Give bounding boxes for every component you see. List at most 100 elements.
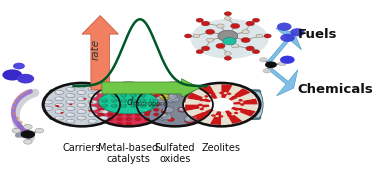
Circle shape [98, 108, 104, 111]
Circle shape [88, 110, 91, 112]
Circle shape [144, 118, 150, 121]
Circle shape [132, 94, 134, 95]
Circle shape [160, 100, 163, 102]
Circle shape [135, 82, 214, 127]
Text: Carriers: Carriers [63, 143, 101, 153]
Circle shape [260, 58, 268, 62]
Circle shape [130, 94, 136, 97]
Circle shape [137, 83, 213, 126]
Circle shape [141, 94, 143, 95]
Wedge shape [221, 105, 232, 125]
Circle shape [240, 101, 243, 103]
Circle shape [149, 99, 155, 102]
Wedge shape [210, 84, 221, 105]
Circle shape [17, 74, 34, 83]
Circle shape [126, 108, 132, 111]
Ellipse shape [99, 110, 108, 114]
Circle shape [176, 87, 178, 88]
Circle shape [13, 63, 25, 69]
Ellipse shape [47, 92, 57, 118]
Circle shape [219, 115, 223, 118]
Polygon shape [82, 16, 118, 90]
Circle shape [246, 46, 254, 51]
Circle shape [141, 99, 143, 101]
Circle shape [121, 104, 127, 107]
Circle shape [186, 117, 190, 119]
Text: Metal-based
catalysts: Metal-based catalysts [98, 143, 158, 164]
Circle shape [199, 106, 202, 108]
Wedge shape [221, 105, 256, 117]
Wedge shape [200, 85, 221, 105]
Circle shape [108, 108, 113, 111]
Circle shape [126, 103, 132, 107]
Ellipse shape [111, 100, 115, 102]
Circle shape [239, 108, 243, 110]
Ellipse shape [99, 116, 108, 120]
Circle shape [231, 23, 240, 29]
Circle shape [153, 108, 159, 111]
Ellipse shape [89, 88, 93, 89]
Circle shape [121, 89, 127, 92]
Circle shape [117, 122, 122, 125]
Text: $d_{\rm micropore}$: $d_{\rm micropore}$ [126, 96, 169, 110]
Circle shape [144, 110, 147, 111]
Circle shape [153, 91, 162, 96]
Ellipse shape [77, 84, 86, 88]
Circle shape [102, 99, 108, 102]
Ellipse shape [89, 113, 93, 115]
Circle shape [179, 90, 191, 97]
Circle shape [172, 98, 175, 99]
Ellipse shape [77, 91, 86, 94]
Ellipse shape [89, 120, 93, 121]
Circle shape [185, 88, 195, 94]
Circle shape [171, 87, 181, 92]
Ellipse shape [99, 103, 108, 107]
Circle shape [168, 94, 177, 99]
Ellipse shape [100, 91, 104, 92]
Ellipse shape [56, 97, 60, 99]
Circle shape [184, 98, 193, 104]
Circle shape [240, 103, 244, 106]
Circle shape [253, 18, 260, 22]
Circle shape [199, 101, 202, 103]
Ellipse shape [55, 103, 64, 107]
Polygon shape [102, 79, 200, 97]
Circle shape [160, 115, 163, 117]
Ellipse shape [253, 92, 263, 118]
Circle shape [130, 99, 136, 102]
Circle shape [117, 118, 122, 121]
Circle shape [126, 113, 132, 116]
Circle shape [201, 46, 210, 51]
Ellipse shape [99, 97, 108, 101]
Circle shape [144, 113, 150, 116]
Circle shape [232, 44, 239, 48]
Circle shape [135, 108, 141, 111]
Circle shape [117, 108, 122, 111]
Circle shape [160, 94, 168, 98]
Circle shape [227, 114, 231, 117]
Ellipse shape [78, 110, 82, 112]
Circle shape [290, 28, 305, 36]
Circle shape [224, 56, 231, 60]
Ellipse shape [89, 107, 93, 108]
Circle shape [144, 103, 150, 107]
Circle shape [158, 99, 168, 105]
Circle shape [150, 92, 160, 97]
Circle shape [253, 50, 260, 54]
Circle shape [211, 93, 215, 95]
Ellipse shape [78, 85, 82, 86]
Circle shape [157, 114, 169, 120]
Circle shape [208, 114, 211, 115]
Circle shape [153, 103, 159, 107]
Circle shape [178, 107, 187, 112]
Circle shape [117, 113, 122, 116]
Circle shape [112, 94, 115, 95]
Circle shape [196, 18, 203, 22]
Ellipse shape [45, 100, 49, 102]
Ellipse shape [55, 116, 64, 120]
Ellipse shape [66, 113, 75, 117]
Circle shape [121, 94, 127, 97]
Ellipse shape [55, 91, 64, 94]
Circle shape [180, 108, 182, 110]
Ellipse shape [66, 119, 75, 123]
